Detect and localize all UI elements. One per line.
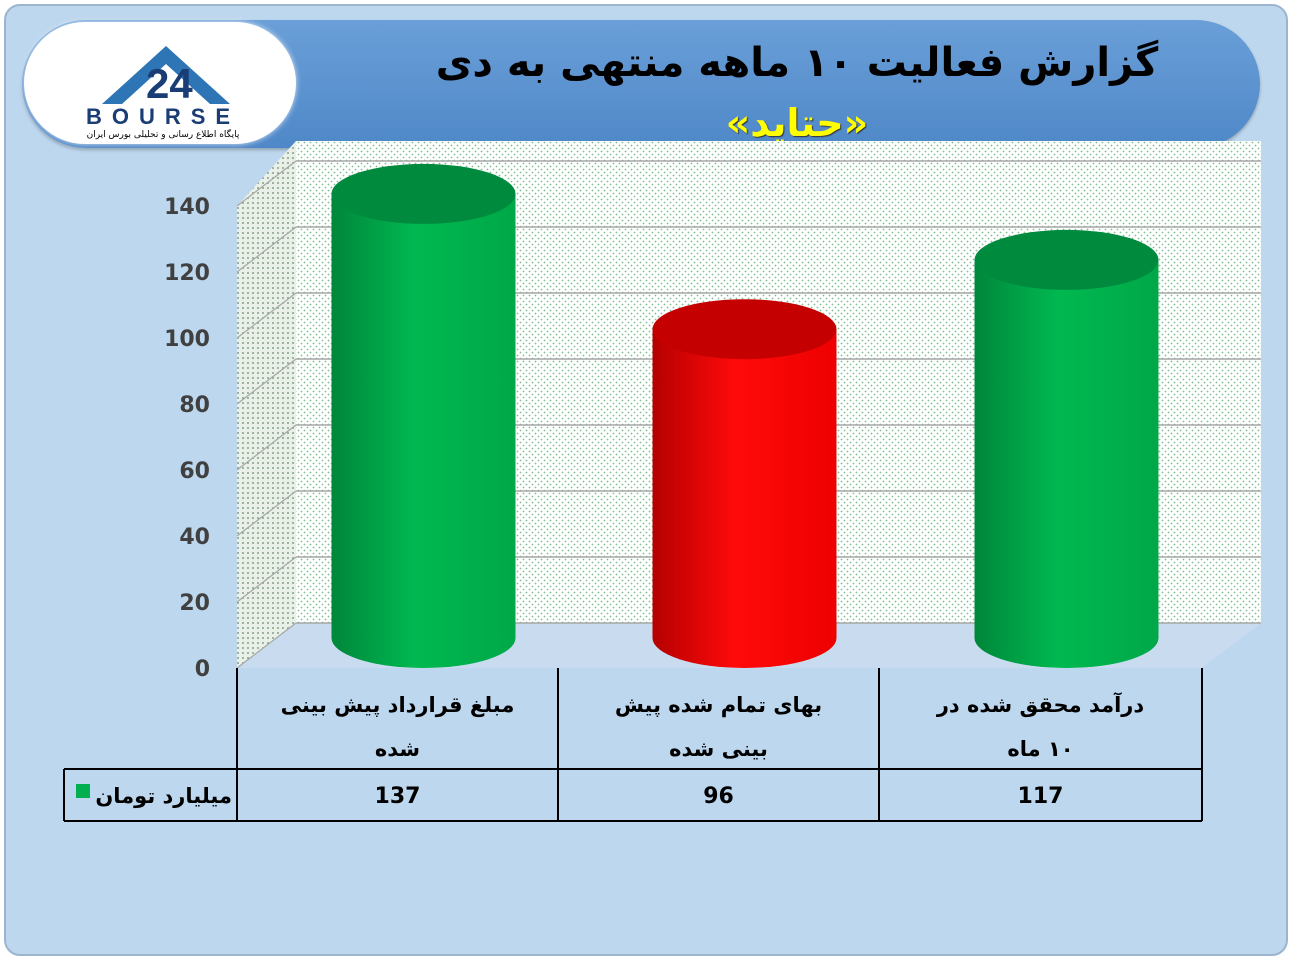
bar-body: [974, 259, 1159, 668]
bar-top: [974, 229, 1159, 290]
gridline-side: [236, 292, 297, 339]
category-label: بینی شده: [669, 737, 768, 761]
category-label: درآمد محقق شده در: [936, 692, 1145, 717]
y-tick-label: 40: [179, 525, 210, 550]
gridline-side: [236, 424, 297, 471]
gridline-side: [236, 226, 297, 273]
data-label: 96: [703, 784, 734, 809]
logo-wordmark: BOURSE: [85, 104, 241, 129]
bar-body: [652, 329, 837, 668]
y-tick-label: 100: [164, 327, 210, 352]
gridline-side: [236, 490, 297, 537]
y-tick-label: 120: [164, 261, 210, 286]
bar-chart: 0 20 40 60 80 100 120 140 مبلغ قرارداد پیش بینی…: [63, 141, 1261, 822]
chart-marks: مبلغ قرارداد پیش بینی شده 137 بهای تمام شده…: [76, 163, 1159, 809]
logo-tagline: پایگاه اطلاع رسانی و تحلیلی بورس ایران: [86, 130, 240, 140]
y-tick-label: 140: [164, 195, 210, 220]
y-tick-label: 20: [179, 591, 210, 616]
category-label: مبلغ قرارداد پیش بینی: [281, 693, 515, 717]
category-label: بهای تمام شده پیش: [615, 693, 822, 717]
legend-swatch: [76, 784, 90, 798]
bar-body: [331, 193, 516, 668]
bar: [974, 229, 1159, 668]
gridline-side: [236, 358, 297, 405]
bourse24-logo: 24 BOURSE پایگاه اطلاع رسانی و تحلیلی بو…: [24, 22, 296, 144]
category-label: ۱۰ ماه: [1007, 737, 1073, 761]
category-label: شده: [375, 737, 420, 761]
data-label: 137: [375, 784, 421, 809]
bar-top: [331, 163, 516, 224]
y-tick-label: 80: [179, 393, 210, 418]
y-tick-label: 0: [195, 657, 210, 682]
chart-frame: گزارش فعالیت ۱۰ ماهه منتهی به دی «حتاید»…: [4, 4, 1288, 956]
gridline-side: [236, 556, 297, 603]
data-label: 117: [1018, 784, 1064, 809]
logo-mountain-icon: 24: [102, 46, 230, 107]
bar: [331, 163, 516, 668]
bar-top: [652, 299, 837, 360]
gridline-side: [236, 160, 297, 207]
gridline-side: [236, 622, 297, 669]
bar: [652, 299, 837, 668]
y-tick-label: 60: [179, 459, 210, 484]
company-name: «حتاید»: [725, 101, 869, 145]
legend-label: میلیارد تومان: [95, 784, 232, 808]
logo-number: 24: [146, 60, 193, 107]
chart-title: گزارش فعالیت ۱۰ ماهه منتهی به دی: [435, 40, 1159, 86]
side-wall: [237, 141, 296, 668]
